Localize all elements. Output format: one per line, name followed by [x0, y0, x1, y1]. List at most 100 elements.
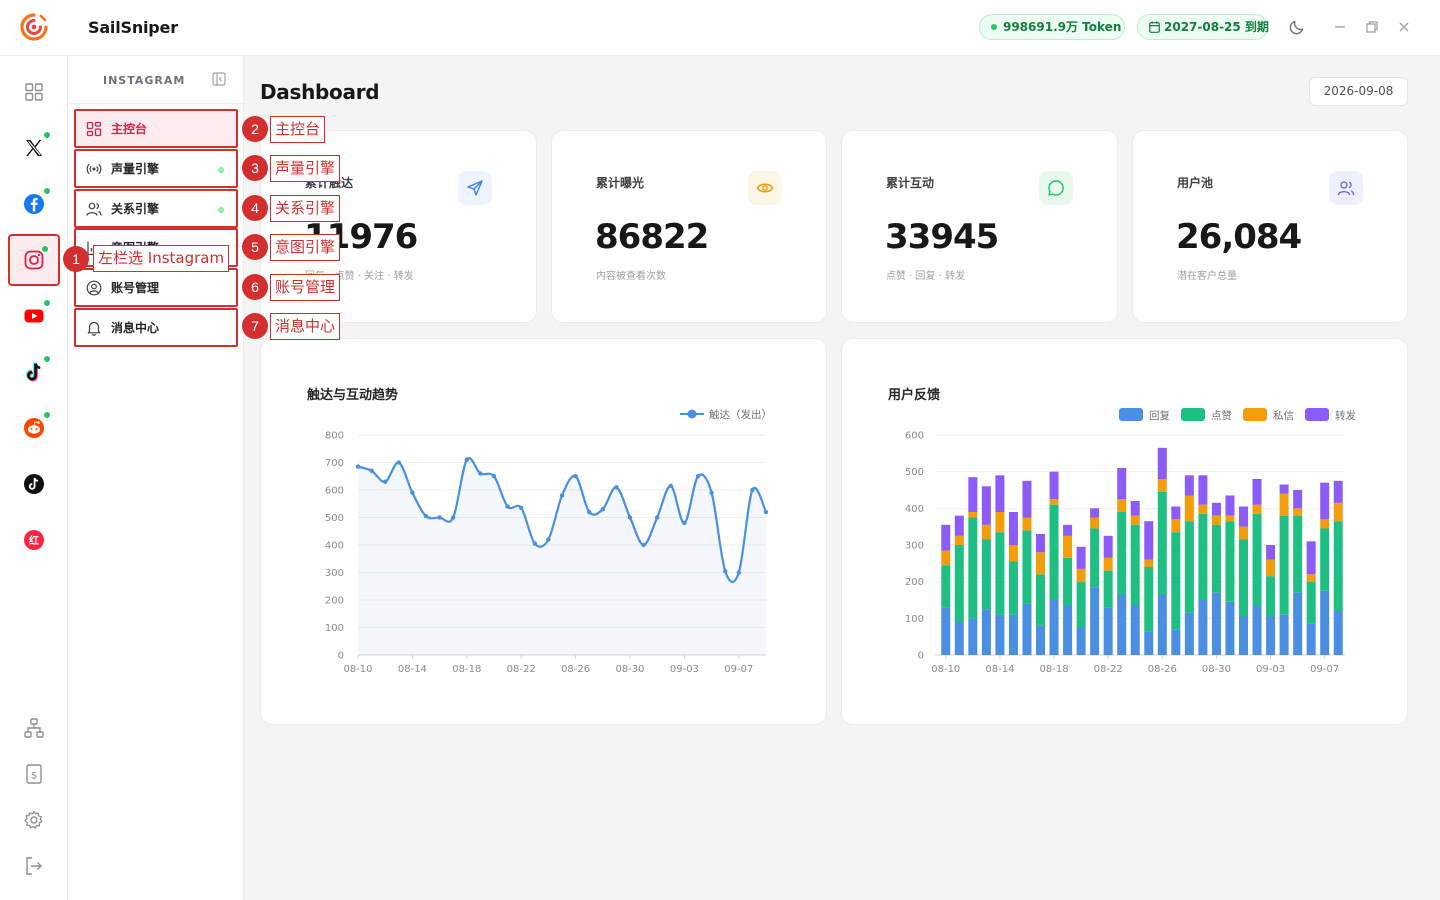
bar-segment: [995, 512, 1005, 533]
data-point: [478, 471, 483, 476]
dashboard-icon: [86, 121, 102, 136]
rail-item-reddit[interactable]: [8, 402, 60, 454]
minimize-window-icon[interactable]: [1331, 18, 1349, 36]
collapse-sidebar-icon[interactable]: [212, 72, 226, 86]
rail-item-instagram[interactable]: [8, 234, 60, 286]
data-point: [369, 468, 374, 473]
x-tick-label: 08-30: [1202, 664, 1231, 675]
stat-card-exposure: 累计曝光 86822 内容被查看次数: [551, 130, 827, 323]
rail-item-x[interactable]: [8, 122, 60, 174]
rail-item-youtube[interactable]: [8, 290, 60, 342]
logout-icon[interactable]: [22, 854, 46, 878]
stat-icon-box: [458, 171, 492, 205]
x-tick-label: 09-07: [1310, 664, 1339, 675]
x-tick-label: 08-14: [398, 664, 427, 675]
data-point: [682, 520, 687, 526]
bar-segment: [1130, 605, 1140, 655]
svg-text:$: $: [31, 771, 37, 782]
restore-window-icon[interactable]: [1363, 18, 1381, 36]
annotation-badge: 2: [242, 116, 268, 142]
nav-item-volume-engine[interactable]: 声量引擎: [74, 149, 238, 188]
bar-segment: [1008, 561, 1018, 615]
bar-segment: [1022, 517, 1032, 531]
bar-segment: [968, 477, 978, 512]
bar-segment: [1239, 526, 1248, 540]
bar-segment: [1320, 590, 1330, 655]
rail-item-tiktok-alt[interactable]: [8, 458, 60, 510]
bar-segment: [1225, 515, 1235, 522]
calendar-icon: [1149, 21, 1160, 33]
bar-segment: [1293, 490, 1303, 509]
online-status-dot: [41, 245, 49, 253]
sitemap-icon[interactable]: [22, 716, 46, 740]
message-icon: [1048, 180, 1064, 196]
x-tick-label: 08-30: [615, 664, 644, 675]
sailsniper-logo-icon: [20, 13, 48, 41]
rail-item-xiaohongshu[interactable]: 红: [8, 514, 60, 566]
y-tick-label: 800: [325, 431, 344, 442]
rail-item-overview[interactable]: [8, 66, 60, 118]
x-icon: [26, 140, 43, 156]
legend-label: 私信: [1273, 410, 1294, 422]
bar-segment: [1144, 567, 1154, 632]
data-point: [355, 464, 361, 469]
bar-segment: [1103, 570, 1113, 608]
bar-segment: [995, 614, 1005, 655]
rail-item-tiktok[interactable]: [8, 346, 60, 398]
nav-item-label: 主控台: [111, 122, 148, 136]
bar-segment: [1063, 524, 1073, 536]
bar-segment: [1198, 513, 1208, 600]
rail-item-facebook[interactable]: [8, 178, 60, 230]
settings-icon[interactable]: [22, 808, 46, 832]
stat-label: 用户池: [1177, 176, 1214, 190]
y-tick-label: 200: [325, 596, 344, 607]
bar-segment: [1117, 512, 1127, 595]
bar-segment: [1225, 521, 1235, 602]
user-circle-icon: [86, 280, 102, 295]
nav-item-account-management[interactable]: 账号管理: [74, 268, 238, 307]
bar-segment: [1117, 468, 1127, 500]
bar-segment: [1252, 513, 1262, 606]
nav-item-dashboard[interactable]: 主控台: [74, 109, 238, 148]
data-point: [750, 487, 755, 493]
data-point: [464, 457, 469, 462]
bar-segment: [1063, 557, 1073, 606]
bar-segment: [1008, 512, 1018, 545]
trend-chart-card: 触达与互动趋势 0 100 200 300 400 500 600 700 800 08-10 08…: [260, 338, 827, 725]
billing-icon[interactable]: $: [22, 762, 46, 786]
bar-segment: [981, 539, 991, 610]
bar-segment: [1184, 521, 1194, 613]
data-point: [437, 515, 442, 520]
users-icon: [86, 202, 102, 216]
bar-segment: [1239, 539, 1248, 617]
theme-toggle-moon-icon[interactable]: [1288, 18, 1306, 36]
annotation-callout: 关系引擎: [270, 195, 341, 222]
y-tick-label: 100: [325, 623, 344, 634]
y-tick-label: 600: [905, 431, 924, 442]
annotation-badge: 3: [242, 155, 268, 181]
bar-segment: [1333, 521, 1343, 611]
x-tick-label: 09-03: [1256, 664, 1285, 675]
bar-segment: [1090, 528, 1100, 588]
bar-segment: [1293, 508, 1303, 516]
bar-segment: [1211, 524, 1221, 593]
legend-label: 触达（发出）: [709, 408, 772, 421]
legend-label: 转发: [1335, 409, 1357, 422]
bar-segment: [968, 512, 978, 518]
bar-segment: [1103, 557, 1113, 571]
bar-segment: [1279, 484, 1289, 494]
bar-segment: [1239, 616, 1248, 655]
data-point: [451, 515, 456, 520]
bar-segment: [1130, 524, 1140, 606]
nav-item-message-center[interactable]: 消息中心: [74, 308, 238, 347]
nav-item-label: 关系引擎: [111, 202, 160, 216]
legend-swatch: [1243, 408, 1267, 421]
bar-segment: [1198, 504, 1208, 514]
bar-segment: [954, 515, 964, 536]
date-picker[interactable]: 2026-09-08: [1309, 77, 1408, 106]
nav-item-relation-engine[interactable]: 关系引擎: [74, 189, 238, 228]
status-dot: [218, 167, 224, 173]
close-window-icon[interactable]: [1395, 18, 1413, 36]
bar-segment: [1333, 502, 1343, 522]
bar-segment: [941, 524, 951, 551]
